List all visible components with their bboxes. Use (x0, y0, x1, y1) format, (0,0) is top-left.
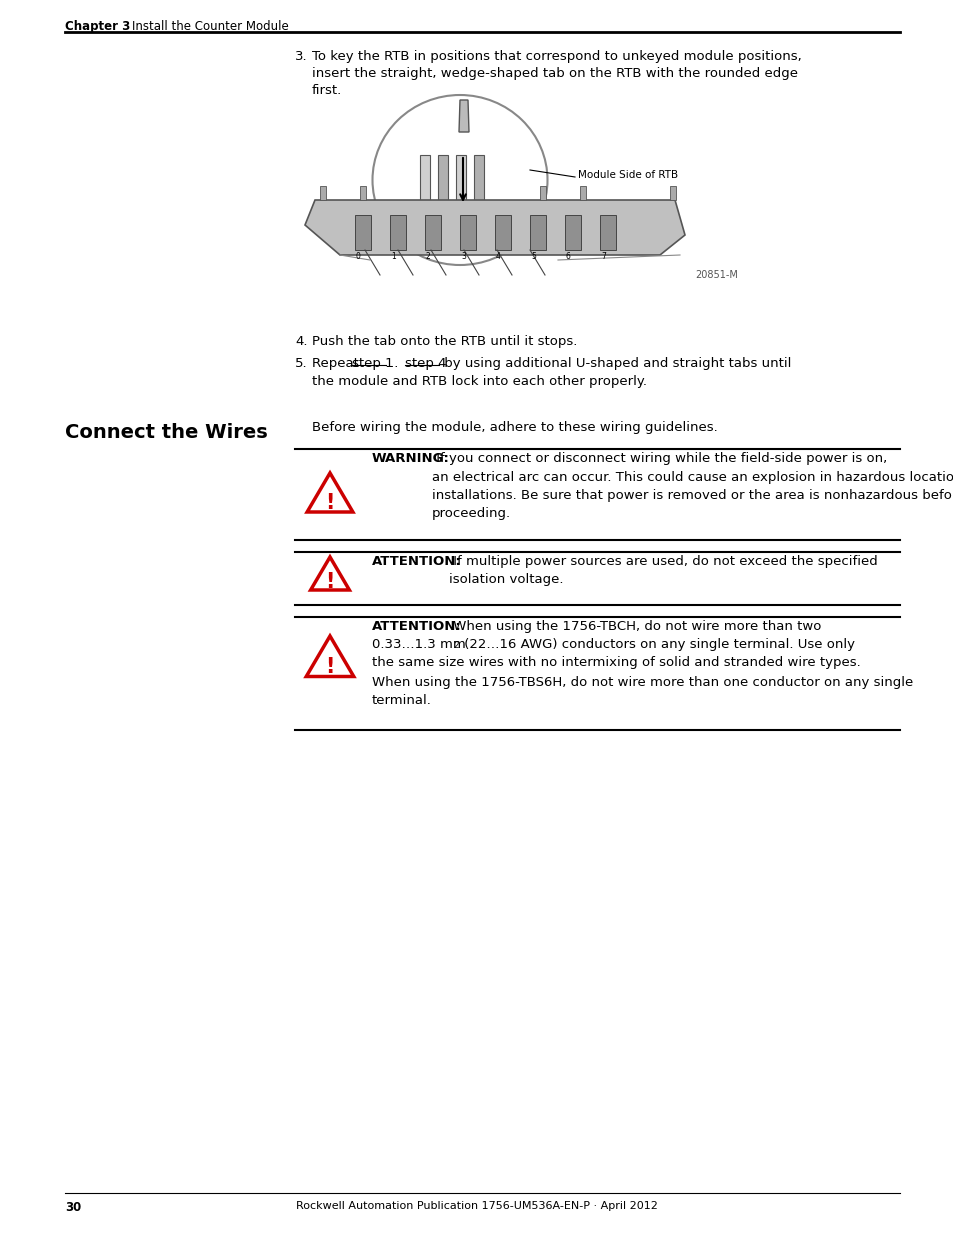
Text: !: ! (325, 657, 335, 677)
Bar (459, 215, 476, 249)
Text: 5: 5 (531, 252, 536, 261)
Text: 5.: 5. (294, 357, 307, 370)
Text: by using additional U-shaped and straight tabs until: by using additional U-shaped and straigh… (439, 357, 791, 370)
Bar (564, 215, 580, 249)
Text: ...: ... (387, 357, 399, 370)
Text: 4.: 4. (294, 335, 307, 348)
Text: the same size wires with no intermixing of solid and stranded wire types.: the same size wires with no intermixing … (372, 656, 860, 669)
Bar (419, 156, 430, 210)
Text: Module Side of RTB: Module Side of RTB (578, 170, 678, 180)
Text: 1: 1 (391, 252, 395, 261)
Bar (390, 215, 406, 249)
Text: terminal.: terminal. (372, 694, 432, 706)
Text: To key the RTB in positions that correspond to unkeyed module positions,: To key the RTB in positions that corresp… (312, 49, 801, 63)
Text: 3: 3 (460, 252, 465, 261)
Bar (669, 186, 676, 200)
Text: Repeat: Repeat (312, 357, 363, 370)
Text: 6: 6 (565, 252, 570, 261)
Bar (424, 215, 440, 249)
Text: insert the straight, wedge-shaped tab on the RTB with the rounded edge: insert the straight, wedge-shaped tab on… (312, 67, 797, 80)
Text: !: ! (325, 572, 335, 593)
Text: 0.33…1.3 mm: 0.33…1.3 mm (372, 638, 465, 651)
Polygon shape (305, 200, 684, 254)
Polygon shape (458, 100, 469, 132)
Bar (495, 215, 511, 249)
Text: 30: 30 (65, 1200, 81, 1214)
Text: WARNING:: WARNING: (372, 452, 450, 466)
Text: 7: 7 (600, 252, 605, 261)
Bar (599, 215, 616, 249)
Text: If multiple power sources are used, do not exceed the specified
isolation voltag: If multiple power sources are used, do n… (449, 555, 877, 587)
Text: Before wiring the module, adhere to these wiring guidelines.: Before wiring the module, adhere to thes… (312, 421, 717, 433)
Text: !: ! (325, 493, 335, 513)
Polygon shape (311, 557, 349, 590)
Text: If you connect or disconnect wiring while the field-side power is on,
an electri: If you connect or disconnect wiring whil… (432, 452, 953, 520)
Bar (579, 186, 585, 200)
Text: (22…16 AWG) conductors on any single terminal. Use only: (22…16 AWG) conductors on any single ter… (459, 638, 854, 651)
Text: 0: 0 (355, 252, 360, 261)
Text: first.: first. (312, 84, 342, 98)
Text: 2: 2 (426, 252, 431, 261)
Bar (359, 186, 366, 200)
Text: Rockwell Automation Publication 1756-UM536A-EN-P · April 2012: Rockwell Automation Publication 1756-UM5… (295, 1200, 658, 1212)
Text: Connect the Wires: Connect the Wires (65, 424, 268, 442)
Bar (319, 186, 326, 200)
Text: step 4: step 4 (405, 357, 446, 370)
Bar (474, 156, 483, 210)
Text: 4: 4 (496, 252, 500, 261)
Text: Push the tab onto the RTB until it stops.: Push the tab onto the RTB until it stops… (312, 335, 577, 348)
Text: When using the 1756-TBS6H, do not wire more than one conductor on any single: When using the 1756-TBS6H, do not wire m… (372, 676, 912, 689)
Bar (456, 156, 465, 210)
Text: ATTENTION:: ATTENTION: (372, 555, 461, 568)
Text: 2: 2 (453, 641, 458, 650)
Text: Install the Counter Module: Install the Counter Module (132, 20, 289, 33)
Polygon shape (306, 636, 354, 677)
Polygon shape (307, 473, 353, 513)
Text: When using the 1756-TBCH, do not wire more than two: When using the 1756-TBCH, do not wire mo… (449, 620, 821, 634)
Text: Chapter 3: Chapter 3 (65, 20, 131, 33)
Text: ATTENTION:: ATTENTION: (372, 620, 461, 634)
Bar (530, 215, 545, 249)
Bar (355, 215, 371, 249)
Text: 20851-M: 20851-M (695, 270, 737, 280)
Text: step 1: step 1 (352, 357, 394, 370)
Bar (437, 156, 448, 210)
Text: the module and RTB lock into each other properly.: the module and RTB lock into each other … (312, 375, 646, 388)
Bar (539, 186, 545, 200)
Text: 3.: 3. (294, 49, 307, 63)
